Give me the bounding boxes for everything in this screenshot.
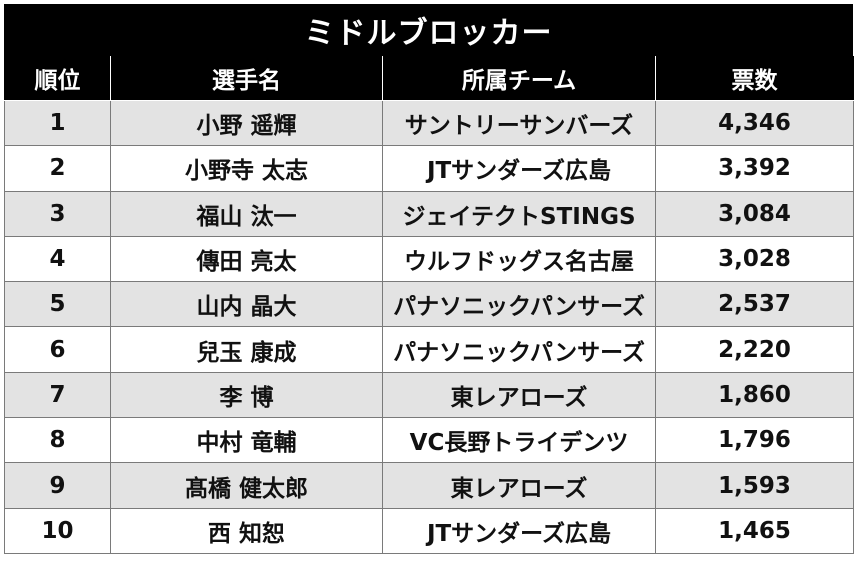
player-name-cell: 髙橋 健太郎: [110, 462, 383, 509]
player-name-cell: 傳田 亮太: [110, 235, 383, 283]
table-row: 1 小野 遥輝 サントリーサンバーズ 4,346: [4, 99, 854, 147]
team-cell: JTサンダーズ広島: [382, 507, 656, 554]
rank-cell: 2: [4, 145, 111, 192]
votes-cell: 2,537: [655, 281, 854, 328]
votes-cell: 1,593: [655, 462, 854, 509]
player-name-cell: 西 知恕: [110, 507, 383, 554]
team-cell: JTサンダーズ広島: [382, 145, 656, 192]
votes-cell: 4,346: [655, 99, 854, 147]
team-cell: 東レアローズ: [382, 371, 656, 419]
votes-cell: 1,796: [655, 417, 854, 464]
table-row: 9 髙橋 健太郎 東レアローズ 1,593: [4, 462, 854, 509]
player-name-cell: 中村 竜輔: [110, 417, 383, 464]
player-name-cell: 山内 晶大: [110, 281, 383, 328]
table-row: 8 中村 竜輔 VC長野トライデンツ 1,796: [4, 417, 854, 464]
table-row: 3 福山 汰一 ジェイテクトSTINGS 3,084: [4, 190, 854, 237]
team-cell: ウルフドッグス名古屋: [382, 235, 656, 283]
votes-cell: 1,860: [655, 371, 854, 419]
team-cell: サントリーサンバーズ: [382, 99, 656, 147]
rank-cell: 5: [4, 281, 111, 328]
header-votes: 票数: [655, 56, 854, 101]
header-player-name: 選手名: [110, 56, 383, 101]
rank-cell: 3: [4, 190, 111, 237]
rank-cell: 4: [4, 235, 111, 283]
table-row: 6 兒玉 康成 パナソニックパンサーズ 2,220: [4, 326, 854, 373]
team-cell: パナソニックパンサーズ: [382, 281, 656, 328]
rank-cell: 6: [4, 326, 111, 373]
player-name-cell: 小野 遥輝: [110, 99, 383, 147]
table-row: 2 小野寺 太志 JTサンダーズ広島 3,392: [4, 145, 854, 192]
rank-cell: 9: [4, 462, 111, 509]
player-name-cell: 兒玉 康成: [110, 326, 383, 373]
votes-cell: 3,028: [655, 235, 854, 283]
header-team: 所属チーム: [382, 56, 656, 101]
team-cell: VC長野トライデンツ: [382, 417, 656, 464]
ranking-table-container: ミドルブロッカー 順位 選手名 所属チーム 票数 1 小野 遥輝 サントリーサン…: [4, 4, 854, 554]
header-row: 順位 選手名 所属チーム 票数: [4, 56, 854, 101]
ranking-table: 順位 選手名 所属チーム 票数 1 小野 遥輝 サントリーサンバーズ 4,346…: [4, 56, 854, 554]
rank-cell: 8: [4, 417, 111, 464]
table-row: 10 西 知恕 JTサンダーズ広島 1,465: [4, 507, 854, 554]
header-rank: 順位: [4, 56, 111, 101]
player-name-cell: 福山 汰一: [110, 190, 383, 237]
table-title: ミドルブロッカー: [4, 4, 853, 56]
table-row: 7 李 博 東レアローズ 1,860: [4, 371, 854, 419]
votes-cell: 3,084: [655, 190, 854, 237]
team-cell: パナソニックパンサーズ: [382, 326, 656, 373]
votes-cell: 1,465: [655, 507, 854, 554]
rank-cell: 10: [4, 507, 111, 554]
table-row: 5 山内 晶大 パナソニックパンサーズ 2,537: [4, 281, 854, 328]
votes-cell: 2,220: [655, 326, 854, 373]
table-row: 4 傳田 亮太 ウルフドッグス名古屋 3,028: [4, 235, 854, 283]
player-name-cell: 李 博: [110, 371, 383, 419]
rank-cell: 7: [4, 371, 111, 419]
rank-cell: 1: [4, 99, 111, 147]
votes-cell: 3,392: [655, 145, 854, 192]
team-cell: 東レアローズ: [382, 462, 656, 509]
player-name-cell: 小野寺 太志: [110, 145, 383, 192]
team-cell: ジェイテクトSTINGS: [382, 190, 656, 237]
